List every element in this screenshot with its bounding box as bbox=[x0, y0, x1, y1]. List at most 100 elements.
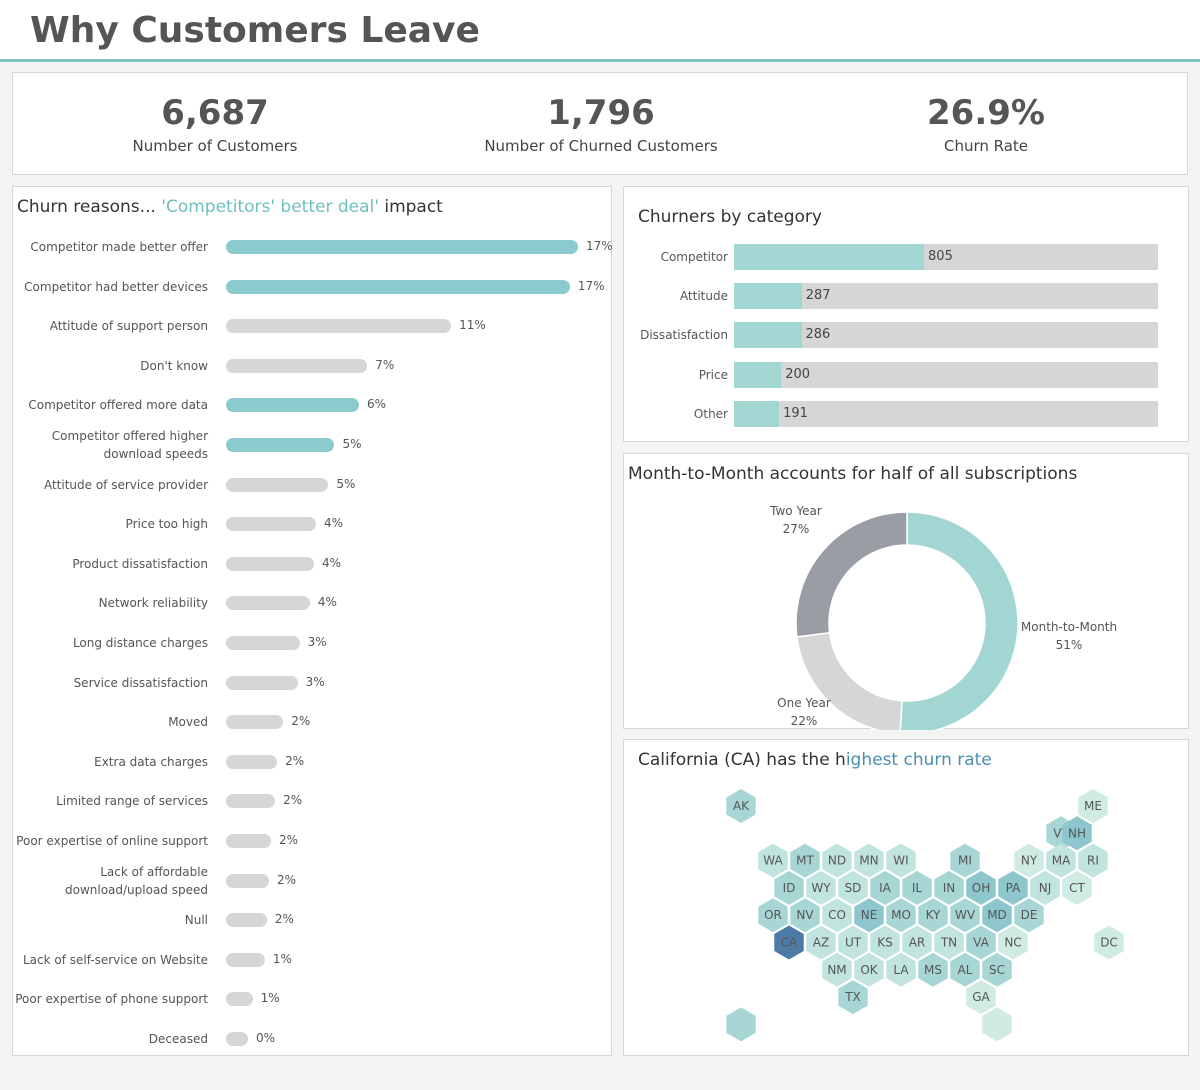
state-hex[interactable] bbox=[870, 870, 900, 905]
state-hex[interactable] bbox=[918, 952, 948, 987]
state-hex[interactable] bbox=[870, 925, 900, 960]
state-hex[interactable] bbox=[918, 898, 948, 933]
state-hex[interactable] bbox=[950, 952, 980, 987]
state-hex[interactable] bbox=[902, 925, 932, 960]
reason-label: Don't know bbox=[140, 358, 208, 373]
reason-bar bbox=[226, 636, 300, 650]
state-hex[interactable] bbox=[838, 870, 868, 905]
reason-bar bbox=[226, 556, 314, 571]
state-code-label: NE bbox=[861, 908, 878, 922]
state-code-label: TX bbox=[844, 990, 861, 1004]
state-hex[interactable] bbox=[1078, 789, 1108, 823]
state-hex[interactable] bbox=[934, 870, 964, 905]
reason-label: Competitor offered higher download speed… bbox=[51, 429, 208, 461]
state-code-label: KY bbox=[926, 908, 941, 922]
reason-label: Competitor made better offer bbox=[30, 240, 208, 254]
kpi-label: Churn Rate bbox=[943, 137, 1029, 155]
category-label: Competitor bbox=[660, 250, 728, 264]
reason-label: Competitor had better devices bbox=[24, 279, 208, 294]
state-code-label: DE bbox=[1021, 908, 1038, 922]
state-hex[interactable] bbox=[838, 980, 868, 1015]
state-hex[interactable] bbox=[726, 789, 756, 823]
state-hex[interactable] bbox=[998, 870, 1028, 905]
state-hex[interactable] bbox=[838, 925, 868, 960]
state-code-label: MN bbox=[859, 854, 878, 868]
reason-value-label: 17% bbox=[586, 239, 613, 253]
state-hex[interactable] bbox=[758, 843, 788, 878]
state-hex[interactable] bbox=[950, 898, 980, 933]
state-hex[interactable] bbox=[886, 843, 916, 878]
state-hex[interactable] bbox=[966, 980, 996, 1015]
category-bar bbox=[734, 361, 782, 388]
state-hex[interactable] bbox=[774, 925, 804, 960]
state-hex[interactable] bbox=[886, 952, 916, 987]
kpi-value: 6,687 bbox=[161, 93, 269, 133]
state-code-label: TN bbox=[940, 936, 957, 950]
reason-value-label: 2% bbox=[291, 714, 311, 729]
state-hex[interactable] bbox=[774, 870, 804, 905]
state-hex[interactable] bbox=[886, 898, 916, 933]
state-hex[interactable] bbox=[758, 898, 788, 933]
title-prefix: Churn reasons... bbox=[17, 197, 162, 217]
state-hex[interactable] bbox=[982, 1007, 1012, 1042]
state-hex[interactable] bbox=[854, 898, 884, 933]
state-code-label: AK bbox=[733, 799, 750, 813]
reason-bar bbox=[226, 992, 253, 1007]
state-hex[interactable] bbox=[1014, 843, 1044, 878]
state-hex[interactable] bbox=[982, 952, 1012, 987]
state-hex[interactable] bbox=[966, 870, 996, 905]
state-code-label: MA bbox=[1052, 854, 1071, 868]
state-hex[interactable] bbox=[822, 952, 852, 987]
state-hex[interactable] bbox=[1014, 898, 1044, 933]
donut-slice-label: Two Year 27% bbox=[770, 504, 822, 536]
kpi-value: 1,796 bbox=[547, 93, 655, 133]
reason-value-label: 3% bbox=[307, 635, 327, 649]
state-hex[interactable] bbox=[822, 843, 852, 878]
state-code-label: RI bbox=[1087, 854, 1099, 868]
state-hex[interactable] bbox=[1078, 843, 1108, 878]
state-code-label: CA bbox=[781, 936, 798, 950]
state-hex[interactable] bbox=[806, 925, 836, 960]
reason-label: Lack of affordable download/upload speed bbox=[64, 864, 208, 897]
state-hex[interactable] bbox=[822, 898, 852, 933]
state-code-label: WA bbox=[763, 854, 783, 868]
state-hex[interactable] bbox=[854, 952, 884, 987]
churn-reasons-chart: Competitor made better offer 17% Competito… bbox=[13, 187, 613, 1057]
state-code-label: WY bbox=[811, 881, 831, 895]
state-hex[interactable] bbox=[1046, 843, 1076, 878]
category-value-label: 191 bbox=[783, 405, 808, 421]
state-hex[interactable] bbox=[1030, 870, 1060, 905]
reason-label: Extra data charges bbox=[94, 754, 208, 769]
map-title-highlight: ighest churn rate bbox=[845, 750, 992, 770]
churn-map-panel: California (CA) has the highest churn ra… bbox=[623, 739, 1189, 1056]
reason-value-label: 0% bbox=[256, 1031, 276, 1045]
state-code-label: MD bbox=[987, 908, 1007, 922]
reason-bar bbox=[226, 240, 578, 254]
state-hex[interactable] bbox=[790, 898, 820, 933]
reason-bar bbox=[226, 596, 310, 611]
state-code-label: MS bbox=[924, 963, 942, 977]
state-hex[interactable] bbox=[902, 870, 932, 905]
reason-label: Poor expertise of online support bbox=[16, 834, 208, 848]
reason-label: Limited range of services bbox=[56, 794, 208, 809]
category-label: Other bbox=[693, 406, 728, 421]
state-hex[interactable] bbox=[854, 843, 884, 878]
reason-bar bbox=[226, 477, 329, 492]
kpi-customers: 6,687 Number of Customers bbox=[25, 93, 405, 155]
state-hex[interactable] bbox=[998, 925, 1028, 960]
state-hex[interactable] bbox=[1062, 816, 1092, 851]
dashboard-header: Why Customers Leave bbox=[0, 0, 1200, 62]
state-hex[interactable] bbox=[950, 843, 980, 878]
state-hex[interactable] bbox=[934, 925, 964, 960]
state-hex[interactable] bbox=[1094, 925, 1124, 960]
state-hex[interactable] bbox=[806, 870, 836, 905]
state-hex[interactable] bbox=[966, 925, 996, 960]
reason-value-label: 4% bbox=[317, 595, 337, 610]
state-hex[interactable] bbox=[1062, 870, 1092, 905]
state-code-label: CT bbox=[1069, 881, 1085, 895]
reason-bar bbox=[226, 1032, 248, 1046]
state-hex[interactable] bbox=[726, 1007, 756, 1042]
state-hex[interactable] bbox=[982, 898, 1012, 933]
state-hex[interactable] bbox=[790, 843, 820, 878]
kpi-label: Number of Churned Customers bbox=[484, 137, 718, 155]
